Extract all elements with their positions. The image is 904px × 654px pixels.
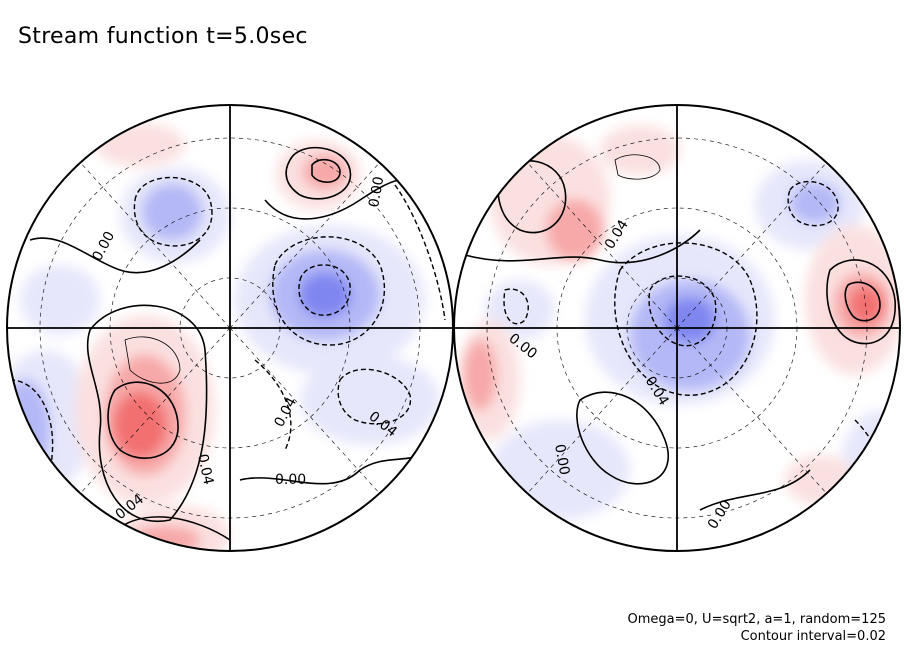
- left-contour-line: [86, 304, 208, 523]
- left-contour-line: [29, 237, 201, 274]
- left-positive-peak: [114, 393, 166, 457]
- right-positive-peak: [850, 287, 882, 323]
- right-positive-core: [547, 200, 603, 260]
- left-contour-line: [311, 158, 341, 183]
- right-contour-line: [497, 160, 567, 234]
- right-contours: [454, 105, 900, 551]
- left-negative-core: [7, 380, 50, 480]
- figure-title: Stream function t=5.0sec: [18, 24, 308, 49]
- contour-label: 0.00: [551, 443, 572, 476]
- left-hemisphere: 0.00 0.00 0.04 0.04 0.04 0.04 0.00: [6, 104, 454, 552]
- left-latitude-circle: [109, 207, 351, 449]
- left-contour-dashed: [9, 379, 54, 471]
- right-contour-dashed: [503, 288, 529, 325]
- right-contour-line: [614, 154, 661, 180]
- right-contour-dashed: [787, 180, 839, 227]
- parameters-note: Omega=0, U=sqrt2, a=1, random=125: [627, 612, 886, 627]
- right-latitude-circle: [626, 277, 728, 379]
- left-contour-dashed: [133, 176, 213, 247]
- left-contour-dashed: [298, 264, 351, 316]
- left-contour-dashed: [337, 368, 412, 425]
- right-positive-core: [464, 340, 496, 410]
- left-positive-core: [130, 526, 200, 551]
- left-negative-region: [20, 265, 100, 335]
- right-negative-core: [790, 183, 840, 223]
- right-contour-line: [699, 469, 811, 511]
- right-hemisphere-outline: [453, 104, 901, 552]
- left-contour-line: [124, 336, 181, 384]
- left-contour-dashed: [254, 359, 292, 451]
- contour-interval-note: Contour interval=0.02: [740, 629, 886, 644]
- left-negative-region: [300, 355, 440, 445]
- right-negative-region: [485, 280, 555, 340]
- left-contour-line: [285, 146, 352, 200]
- right-positive-region: [785, 455, 855, 505]
- right-positive-region: [600, 125, 680, 175]
- right-hemisphere: 0.04 0.00 0.04 0.00 0.00: [453, 104, 901, 552]
- right-latitude-circle: [486, 137, 868, 519]
- left-latitude-circle: [179, 277, 281, 379]
- right-contour-line: [826, 259, 896, 345]
- contour-label: 0.00: [275, 472, 306, 488]
- right-contour-dashed: [614, 242, 758, 396]
- left-contour-dashed: [394, 184, 446, 321]
- left-negative-core: [142, 184, 202, 240]
- right-latitude-circle: [556, 207, 798, 449]
- right-contour-line: [576, 391, 670, 485]
- right-contour-line: [464, 229, 701, 264]
- left-negative-peak: [300, 273, 350, 317]
- left-contour-line: [107, 381, 179, 459]
- contour-label: 0.00: [366, 175, 387, 208]
- left-contour-dashed: [272, 236, 385, 346]
- contour-label: 0.04: [194, 453, 216, 487]
- left-latitude-circle: [39, 137, 421, 519]
- right-contour-line: [844, 281, 881, 322]
- right-contour-dashed: [648, 275, 717, 347]
